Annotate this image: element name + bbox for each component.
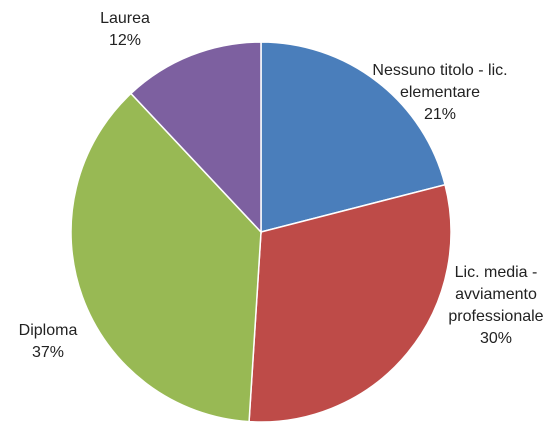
pie-slice xyxy=(248,183,452,422)
pie-slice xyxy=(70,92,262,422)
category-label: Nessuno titolo - lic. elementare xyxy=(372,62,508,101)
category-label: Diploma xyxy=(18,322,78,339)
slice-label: Nessuno titolo - lic. elementare 21% xyxy=(365,60,515,126)
percent-label: 30% xyxy=(479,330,513,347)
percent-label: 12% xyxy=(108,32,142,49)
category-label: Lic. media - avviamento professionale xyxy=(448,264,544,325)
pie-slice xyxy=(260,41,446,233)
percent-label: 21% xyxy=(423,106,457,123)
slice-label: Diploma 37% xyxy=(3,320,93,364)
pie-slice xyxy=(129,41,262,234)
slice-label: Lic. media - avviamento professionale 30% xyxy=(436,262,556,350)
slice-label: Laurea 12% xyxy=(80,8,170,52)
category-label: Laurea xyxy=(100,10,150,27)
percent-label: 37% xyxy=(31,344,65,361)
